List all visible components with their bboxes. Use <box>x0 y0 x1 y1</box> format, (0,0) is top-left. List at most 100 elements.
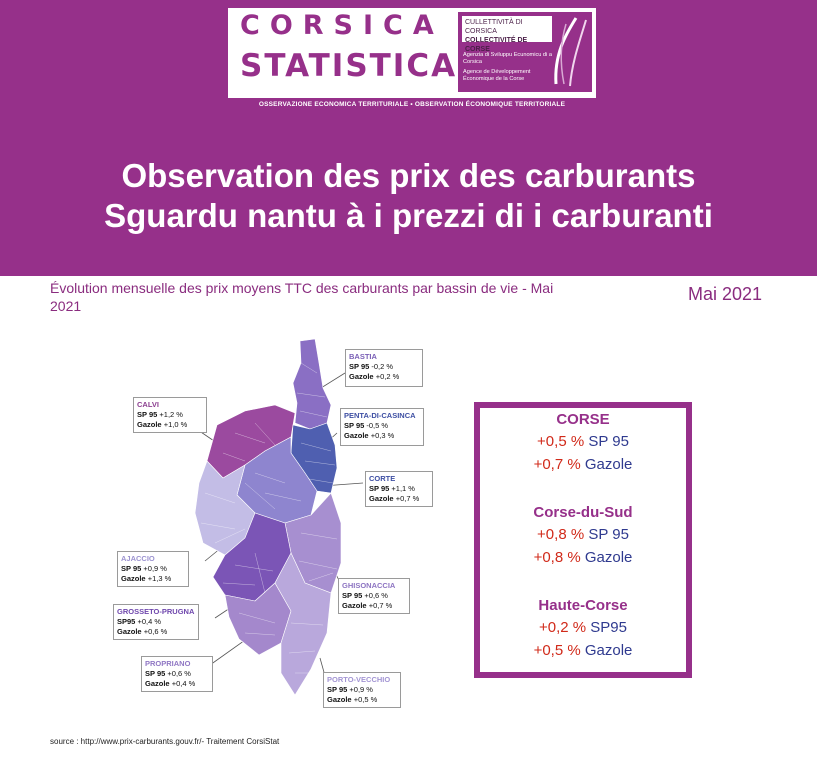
fuel-label: Gazole <box>327 695 352 704</box>
summary-fuel: SP 95 <box>588 526 629 543</box>
fuel-label: SP 95 <box>342 591 363 600</box>
agency-name-fr: Agence de Développement Économique de la… <box>463 69 531 82</box>
fuel-change: +1,1 % <box>391 484 415 493</box>
logo-word-corsica: CORSICA <box>240 10 444 41</box>
page-title: Observation des prix des carburants Sgua… <box>0 156 817 236</box>
basin-name: CALVI <box>137 400 159 409</box>
summary-line-gazole: +0,8 % Gazole <box>480 546 686 569</box>
fuel-change: +0,3 % <box>370 431 395 440</box>
fuel-label: Gazole <box>349 372 374 381</box>
summary-region-name: Haute-Corse <box>538 597 628 614</box>
title-line-1: Observation des prix des carburants <box>121 157 696 194</box>
summary-fuel: SP 95 <box>588 433 629 450</box>
fuel-label: SP95 <box>117 617 136 626</box>
logo-strip: OSSERVAZIONE ECONOMICA TERRITURIALE • OB… <box>228 98 596 112</box>
summary-region-name: Corse-du-Sud <box>533 504 633 521</box>
basin-porto-vecchio <box>274 552 332 696</box>
corsica-basin-map <box>194 338 364 696</box>
summary-fuel: SP95 <box>590 619 627 636</box>
basin-name: CORTE <box>369 474 396 483</box>
fuel-change: +0,6 % <box>167 669 191 678</box>
institution-line-2: COLLECTIVITÉ DE CORSE <box>465 37 528 53</box>
summary-region-name: CORSE <box>556 411 610 428</box>
report-month: Mai 2021 <box>688 284 763 304</box>
fuel-change: +0,7 % <box>395 494 420 503</box>
basin-bastia <box>292 338 332 430</box>
fuel-change: -0,2 % <box>371 362 394 371</box>
fuel-label: Gazole <box>369 494 394 503</box>
callout-propriano: PROPRIANO SP 95 +0,6 % Gazole +0,4 % <box>141 656 213 692</box>
fuel-label: SP 95 <box>344 421 365 430</box>
fuel-label: Gazole <box>117 627 142 636</box>
callout-grosseto-prugna: GROSSETO-PRUGNA SP95 +0,4 % Gazole +0,6 … <box>113 604 199 640</box>
fuel-label: SP 95 <box>327 685 348 694</box>
summary-corse-du-sud: Corse-du-Sud +0,8 % SP 95 +0,8 % Gazole <box>480 503 686 569</box>
summary-change: +0,7 % <box>533 456 581 473</box>
source-note: source : http://www.prix-carburants.gouv… <box>50 737 280 746</box>
basin-name: GHISONACCIA <box>342 581 396 590</box>
basin-name: PORTO-VECCHIO <box>327 675 391 684</box>
summary-fuel: Gazole <box>584 642 633 659</box>
fuel-change: +0,7 % <box>368 601 393 610</box>
callout-calvi: CALVI SP 95 +1,2 % Gazole +1,0 % <box>133 397 207 433</box>
basin-name: GROSSETO-PRUGNA <box>117 607 195 616</box>
summary-line-sp95: +0,5 % SP 95 <box>480 430 686 453</box>
fuel-label: Gazole <box>342 601 367 610</box>
institution-name: CULLETTIVITÀ DI CORSICA COLLECTIVITÉ DE … <box>462 16 552 53</box>
fuel-change: +1,3 % <box>147 574 172 583</box>
summary-change: +0,8 % <box>537 526 585 543</box>
summary-line-gazole: +0,7 % Gazole <box>480 453 686 476</box>
commune-boundaries <box>200 362 338 674</box>
callout-penta-di-casinca: PENTA-DI-CASINCA SP 95 -0,5 % Gazole +0,… <box>340 408 424 446</box>
map-subtitle: Évolution mensuelle des prix moyens TTC … <box>50 280 554 314</box>
summary-change: +0,5 % <box>533 642 581 659</box>
agency-name: Agenzia di Sviluppu Ecunomicu di a Corsi… <box>463 52 559 83</box>
fuel-label: Gazole <box>121 574 146 583</box>
summary-line-sp95: +0,8 % SP 95 <box>480 523 686 546</box>
fuel-label: SP 95 <box>121 564 142 573</box>
fuel-label: Gazole <box>145 679 170 688</box>
fuel-label: SP 95 <box>349 362 370 371</box>
callout-bastia: BASTIA SP 95 -0,2 % Gazole +0,2 % <box>345 349 423 387</box>
callout-ajaccio: AJACCIO SP 95 +0,9 % Gazole +1,3 % <box>117 551 189 587</box>
fuel-label: SP 95 <box>145 669 166 678</box>
fuel-label: SP 95 <box>137 410 158 419</box>
basin-name: BASTIA <box>349 352 377 361</box>
summary-line-sp95: +0,2 % SP95 <box>480 616 686 639</box>
summary-fuel: Gazole <box>584 456 633 473</box>
summary-change: +0,2 % <box>539 619 587 636</box>
basin-name: PROPRIANO <box>145 659 191 668</box>
corsica-statistica-logo: CORSICA STATISTICA CULLETTIVITÀ DI CORSI… <box>228 8 596 112</box>
header-banner: CORSICA STATISTICA CULLETTIVITÀ DI CORSI… <box>0 0 817 276</box>
fuel-change: +0,2 % <box>375 372 400 381</box>
logo-word-statistica: STATISTICA <box>240 48 458 84</box>
basin-name: AJACCIO <box>121 554 155 563</box>
fuel-change: +1,0 % <box>163 420 188 429</box>
summary-change: +0,8 % <box>533 549 581 566</box>
fuel-change: +0,6 % <box>143 627 168 636</box>
fuel-label: Gazole <box>344 431 369 440</box>
summary-box: CORSE +0,5 % SP 95 +0,7 % Gazole Corse-d… <box>474 402 692 678</box>
fuel-change: +0,6 % <box>364 591 388 600</box>
summary-haute-corse: Haute-Corse +0,2 % SP95 +0,5 % Gazole <box>480 596 686 662</box>
fuel-change: +0,9 % <box>143 564 167 573</box>
fuel-change: +1,2 % <box>159 410 183 419</box>
fuel-change: +0,4 % <box>171 679 196 688</box>
summary-fuel: Gazole <box>584 549 633 566</box>
callout-corte: CORTE SP 95 +1,1 % Gazole +0,7 % <box>365 471 433 507</box>
title-line-2: Sguardu nantu à i prezzi di i carburanti <box>104 197 713 234</box>
fuel-label: Gazole <box>137 420 162 429</box>
basin-name: PENTA-DI-CASINCA <box>344 411 416 420</box>
fuel-change: +0,4 % <box>137 617 162 626</box>
callout-porto-vecchio: PORTO-VECCHIO SP 95 +0,9 % Gazole +0,5 % <box>323 672 401 708</box>
fuel-change: +0,9 % <box>349 685 373 694</box>
summary-change: +0,5 % <box>537 433 585 450</box>
institution-line-1: CULLETTIVITÀ DI CORSICA <box>465 19 523 35</box>
collectivite-logo: CULLETTIVITÀ DI CORSICA COLLECTIVITÉ DE … <box>458 12 592 92</box>
summary-corse: CORSE +0,5 % SP 95 +0,7 % Gazole <box>480 410 686 476</box>
collectivite-emblem-icon <box>554 17 587 87</box>
agency-name-co: Agenzia di Sviluppu Ecunomicu di a Corsi… <box>463 52 552 65</box>
callout-ghisonaccia: GHISONACCIA SP 95 +0,6 % Gazole +0,7 % <box>338 578 410 614</box>
summary-line-gazole: +0,5 % Gazole <box>480 639 686 662</box>
fuel-change: -0,5 % <box>366 421 389 430</box>
